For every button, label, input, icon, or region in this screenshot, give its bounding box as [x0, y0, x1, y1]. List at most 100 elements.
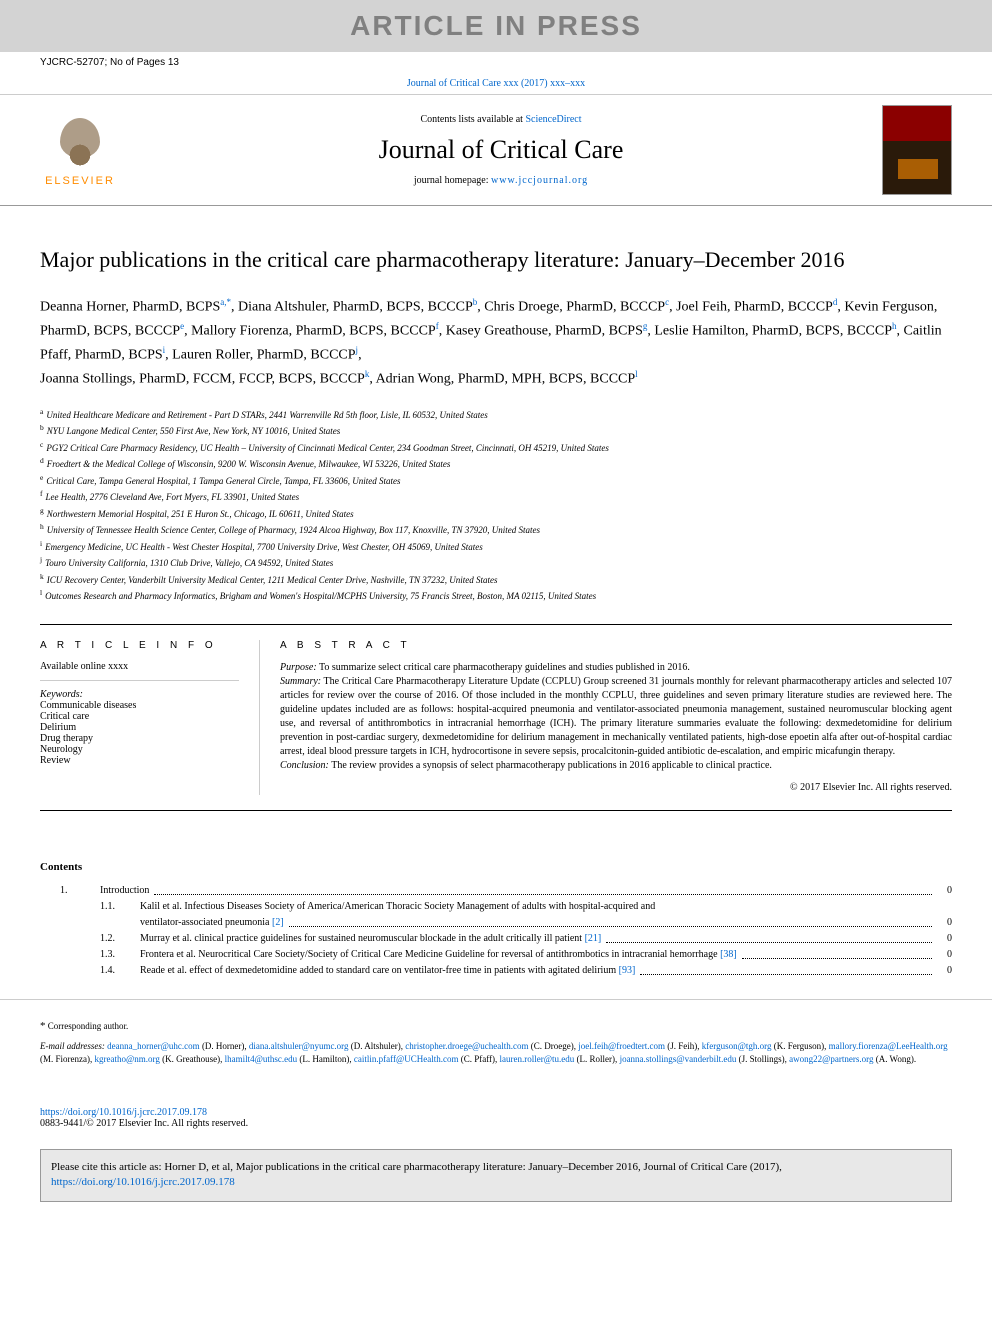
- author-ref-link[interactable]: f: [436, 321, 439, 331]
- email-link[interactable]: christopher.droege@uchealth.com: [405, 1041, 528, 1051]
- toc-ref-link[interactable]: [93]: [619, 965, 636, 976]
- available-online: Available online xxxx: [40, 661, 239, 681]
- author-ref-link[interactable]: d: [833, 297, 838, 307]
- article-title: Major publications in the critical care …: [40, 246, 952, 275]
- toc-entry[interactable]: 1.Introduction0: [40, 883, 952, 899]
- email-link[interactable]: mallory.fiorenza@LeeHealth.org: [829, 1041, 948, 1051]
- affiliation: lOutcomes Research and Pharmacy Informat…: [40, 587, 952, 604]
- affiliation: eCritical Care, Tampa General Hospital, …: [40, 472, 952, 489]
- email-link[interactable]: awong22@partners.org: [789, 1054, 873, 1064]
- email-link[interactable]: kferguson@tgh.org: [702, 1041, 772, 1051]
- toc-dots: [742, 947, 932, 959]
- article-info-heading: A R T I C L E I N F O: [40, 640, 239, 651]
- toc-ref-link[interactable]: [38]: [720, 949, 737, 960]
- author: Adrian Wong, PharmD, MPH, BCPS, BCCCP: [376, 371, 636, 386]
- abstract-copyright: © 2017 Elsevier Inc. All rights reserved…: [280, 781, 952, 795]
- author: Joanna Stollings, PharmD, FCCM, FCCP, BC…: [40, 371, 365, 386]
- abstract-body: Purpose: To summarize select critical ca…: [280, 661, 952, 773]
- email-addresses: E-mail addresses: deanna_horner@uhc.com …: [40, 1040, 952, 1067]
- sciencedirect-link[interactable]: ScienceDirect: [525, 114, 581, 125]
- journal-cover-thumbnail: [882, 105, 952, 195]
- author-ref-link[interactable]: j: [356, 345, 359, 355]
- contents-available-text: Contents lists available at: [420, 114, 522, 125]
- footer-section: * Corresponding author. E-mail addresses…: [0, 999, 992, 1087]
- main-content: Major publications in the critical care …: [0, 206, 992, 861]
- doi-section: https://doi.org/10.1016/j.jcrc.2017.09.1…: [0, 1087, 992, 1139]
- affiliations-list: aUnited Healthcare Medicare and Retireme…: [40, 406, 952, 604]
- toc-dots: [154, 883, 932, 895]
- article-in-press-banner: ARTICLE IN PRESS: [0, 0, 992, 52]
- keyword: Drug therapy: [40, 733, 239, 744]
- email-link[interactable]: joanna.stollings@vanderbilt.edu: [620, 1054, 737, 1064]
- journal-name: Journal of Critical Care: [120, 135, 882, 165]
- email-link[interactable]: caitlin.pfaff@UCHealth.com: [354, 1054, 459, 1064]
- author: Chris Droege, PharmD, BCCCP: [484, 299, 665, 314]
- toc-number: 1.2.: [100, 931, 125, 947]
- toc-entry[interactable]: 1.2. Murray et al. clinical practice guid…: [40, 931, 952, 947]
- authors-list: Deanna Horner, PharmD, BCPSa,*, Diana Al…: [40, 295, 952, 391]
- author-ref-link[interactable]: l: [635, 369, 638, 379]
- conclusion-label: Conclusion:: [280, 760, 329, 771]
- author-ref-link[interactable]: h: [892, 321, 897, 331]
- purpose-text: To summarize select critical care pharma…: [317, 662, 690, 673]
- toc-dots: [606, 931, 932, 943]
- homepage-url[interactable]: www.jccjournal.org: [491, 175, 588, 186]
- journal-issue-link-text[interactable]: Journal of Critical Care xxx (2017) xxx–…: [407, 78, 585, 89]
- email-link[interactable]: deanna_horner@uhc.com: [107, 1041, 200, 1051]
- elsevier-text: ELSEVIER: [45, 175, 115, 187]
- doi-link[interactable]: https://doi.org/10.1016/j.jcrc.2017.09.1…: [40, 1107, 207, 1118]
- toc-entry[interactable]: 1.4. Reade et al. effect of dexmedetomidi…: [40, 963, 952, 979]
- toc-text: ventilator-associated pneumonia [2]: [140, 915, 284, 931]
- toc-entry-wrap[interactable]: ventilator-associated pneumonia [2] 0: [40, 915, 952, 931]
- email-link[interactable]: kgreatho@nm.org: [94, 1054, 159, 1064]
- email-link[interactable]: lauren.roller@tu.edu: [500, 1054, 575, 1064]
- email-link[interactable]: joel.feih@froedtert.com: [578, 1041, 665, 1051]
- author-ref-link[interactable]: e: [180, 321, 184, 331]
- author: Deanna Horner, PharmD, BCPS: [40, 299, 220, 314]
- keyword: Communicable diseases: [40, 700, 239, 711]
- elsevier-tree-icon: [50, 113, 110, 173]
- affiliation: iEmergency Medicine, UC Health - West Ch…: [40, 538, 952, 555]
- affiliation: gNorthwestern Memorial Hospital, 251 E H…: [40, 505, 952, 522]
- author-ref-link[interactable]: b: [473, 297, 478, 307]
- keyword: Review: [40, 755, 239, 766]
- journal-issue-link[interactable]: Journal of Critical Care xxx (2017) xxx–…: [0, 73, 992, 94]
- conclusion-text: The review provides a synopsis of select…: [329, 760, 772, 771]
- affiliation: fLee Health, 2776 Cleveland Ave, Fort My…: [40, 488, 952, 505]
- author: Leslie Hamilton, PharmD, BCPS, BCCCP: [654, 323, 892, 338]
- email-link[interactable]: diana.altshuler@nyumc.org: [249, 1041, 349, 1051]
- toc-text: Introduction: [100, 883, 149, 899]
- author-ref-link[interactable]: a,*: [220, 297, 231, 307]
- toc-ref-link[interactable]: [21]: [585, 933, 602, 944]
- email-link[interactable]: lhamilt4@uthsc.edu: [225, 1054, 298, 1064]
- article-info: A R T I C L E I N F O Available online x…: [40, 640, 260, 795]
- journal-homepage: journal homepage: www.jccjournal.org: [120, 175, 882, 186]
- toc-number: 1.: [60, 883, 85, 899]
- abstract-heading: A B S T R A C T: [280, 640, 952, 651]
- author: Lauren Roller, PharmD, BCCCP: [172, 347, 355, 362]
- author-ref-link[interactable]: i: [163, 345, 166, 355]
- purpose-label: Purpose:: [280, 662, 317, 673]
- toc-number: 1.1.: [100, 899, 125, 915]
- toc-number: 1.4.: [100, 963, 125, 979]
- author-ref-link[interactable]: c: [665, 297, 669, 307]
- citation-doi-link[interactable]: https://doi.org/10.1016/j.jcrc.2017.09.1…: [51, 1176, 235, 1188]
- author-ref-link[interactable]: g: [643, 321, 648, 331]
- author: Diana Altshuler, PharmD, BCPS, BCCCP: [238, 299, 473, 314]
- toc-entry[interactable]: 1.1.Kalil et al. Infectious Diseases Soc…: [40, 899, 952, 915]
- toc-page: 0: [937, 947, 952, 963]
- keyword: Critical care: [40, 711, 239, 722]
- toc-entry[interactable]: 1.3.Frontera et al. Neurocritical Care S…: [40, 947, 952, 963]
- corresponding-author: * Corresponding author.: [40, 1020, 952, 1032]
- author: Kasey Greathouse, PharmD, BCPS: [446, 323, 643, 338]
- toc-page: 0: [937, 915, 952, 931]
- contents-available-line: Contents lists available at ScienceDirec…: [120, 114, 882, 125]
- toc-ref-link[interactable]: [2]: [272, 917, 284, 928]
- toc-text: Frontera et al. Neurocritical Care Socie…: [140, 947, 737, 963]
- toc-text: Reade et al. effect of dexmedetomidine a…: [140, 963, 635, 979]
- affiliation: aUnited Healthcare Medicare and Retireme…: [40, 406, 952, 423]
- article-id: YJCRC-52707; No of Pages 13: [40, 57, 179, 68]
- toc-text: Murray et al. clinical practice guidelin…: [140, 931, 601, 947]
- author-ref-link[interactable]: k: [365, 369, 370, 379]
- affiliation: kICU Recovery Center, Vanderbilt Univers…: [40, 571, 952, 588]
